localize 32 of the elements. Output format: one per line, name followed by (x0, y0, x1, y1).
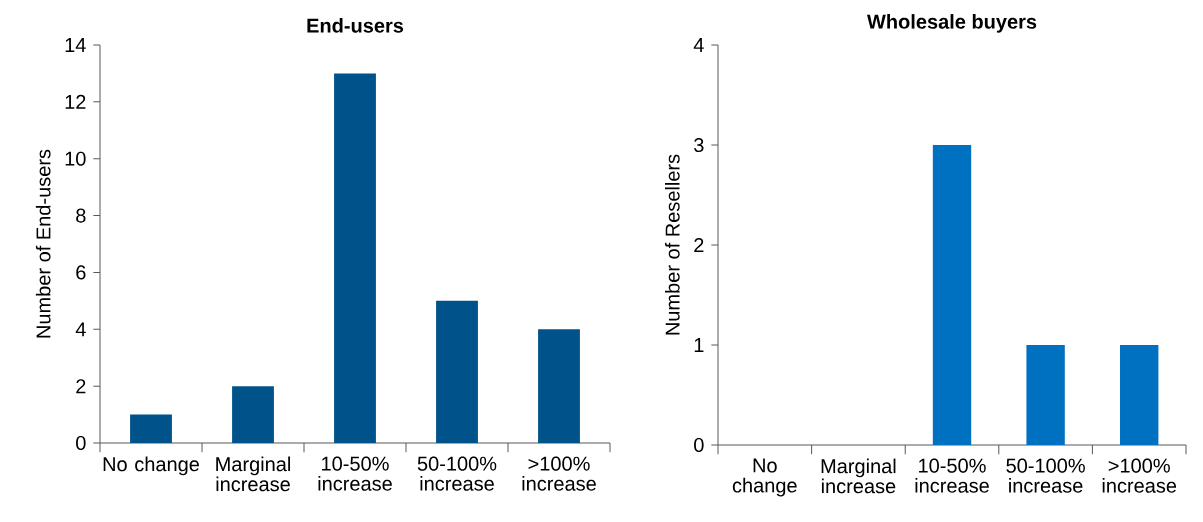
y-tick-label: 4 (693, 38, 704, 52)
y-tick-label: 0 (694, 437, 704, 453)
x-tick-label: >100% increase (522, 456, 596, 491)
bar (130, 414, 172, 443)
x-tick-label: Marginal increase (821, 458, 896, 494)
y-axis-title: Number of End-users (35, 149, 51, 338)
y-tick-label: 10 (65, 151, 86, 166)
y-tick-label: 0 (76, 435, 86, 451)
y-axis-title: Number of Resellers (665, 154, 680, 335)
x-tick-label: No change (732, 458, 797, 497)
x-tick-label: No change (103, 456, 199, 476)
y-tick-label: 8 (76, 208, 86, 223)
y-tick-label: 14 (65, 38, 86, 52)
bar (538, 329, 580, 443)
x-tick-label: 10-50% increase (318, 456, 392, 491)
x-tick-label: 10-50% increase (915, 458, 989, 493)
bar (436, 300, 478, 443)
y-tick-label: 2 (76, 379, 86, 394)
x-tick-label: 50-100% increase (417, 456, 497, 491)
x-tick-label: Marginal increase (216, 456, 290, 492)
chart-title: End-users (307, 18, 404, 33)
chart-title: Wholesale buyers (867, 14, 1037, 33)
y-tick-label: 12 (65, 94, 86, 109)
x-tick-label: >100% increase (1102, 458, 1177, 493)
y-tick-label: 1 (694, 338, 704, 352)
x-tick-label: 50-100% increase (1006, 458, 1085, 493)
bar (334, 73, 376, 443)
bar (232, 386, 274, 443)
y-tick-label: 6 (76, 265, 86, 280)
y-tick-label: 3 (694, 137, 704, 153)
y-tick-label: 4 (75, 322, 86, 337)
y-tick-label: 2 (694, 238, 704, 252)
